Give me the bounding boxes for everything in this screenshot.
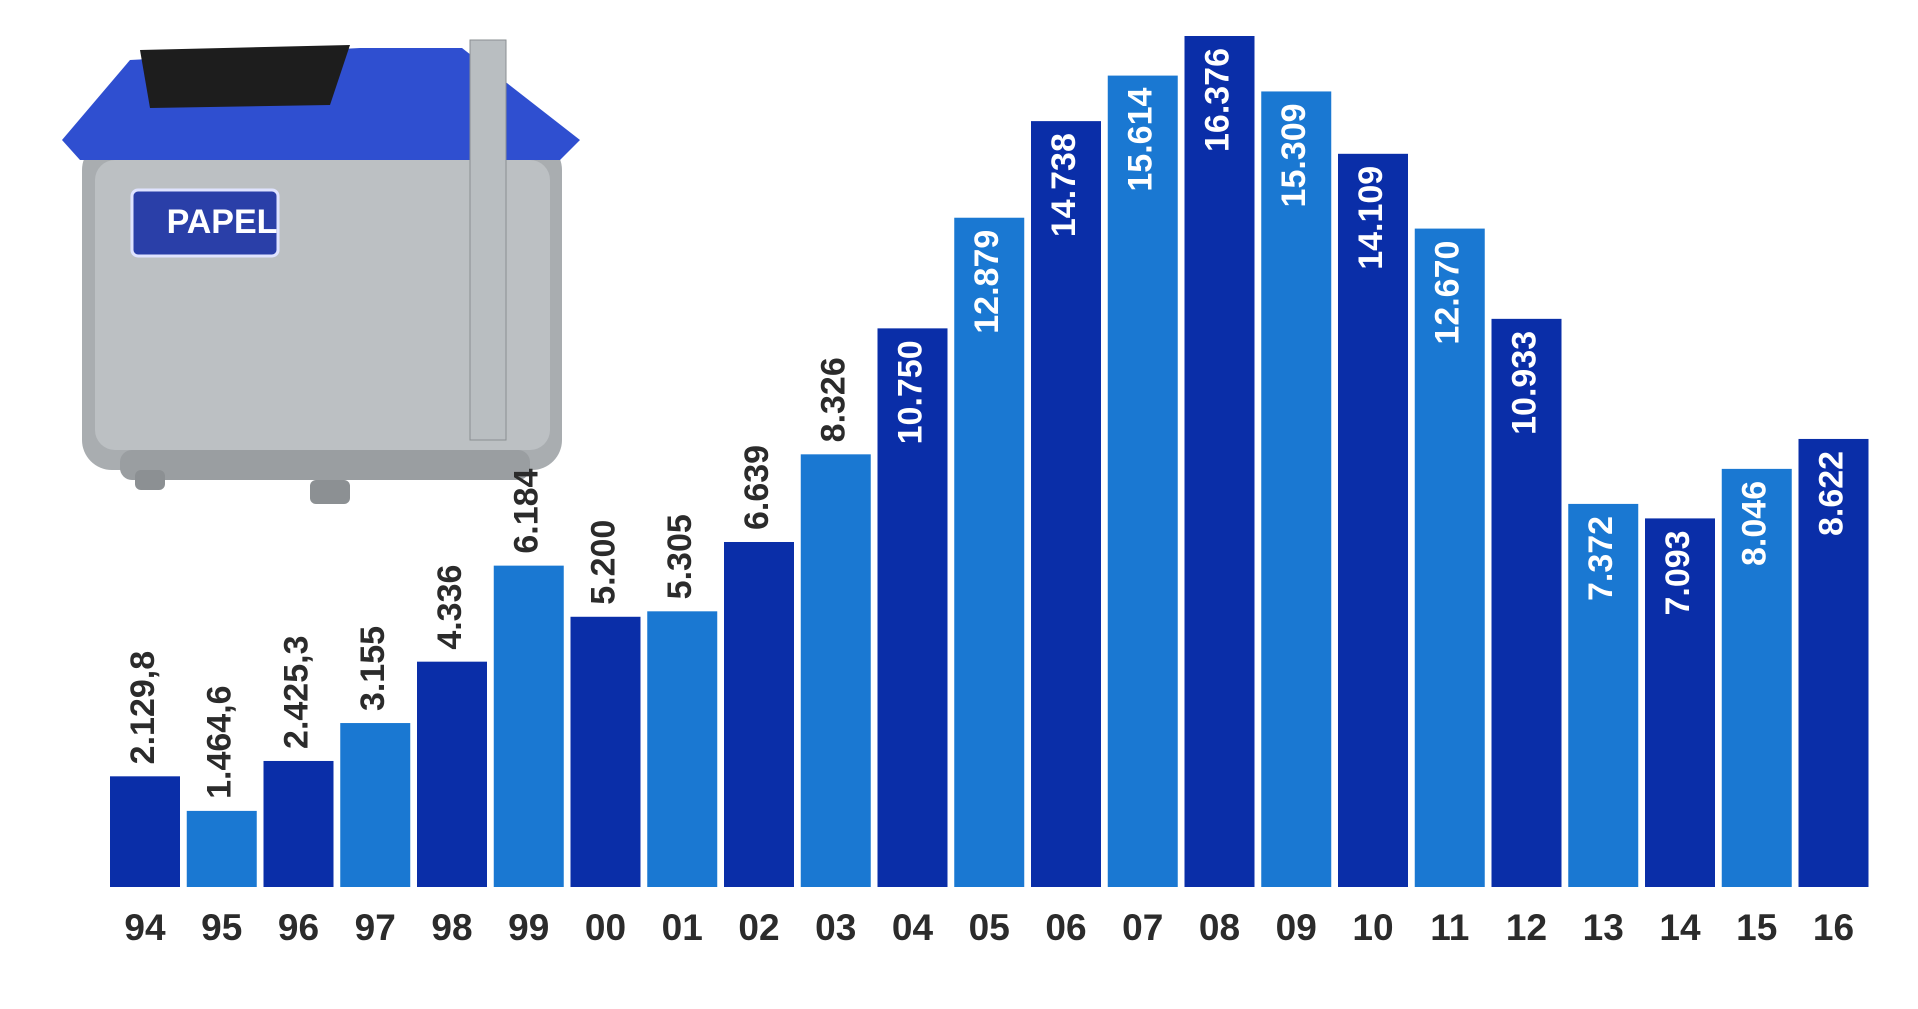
bar [570, 616, 641, 887]
container-slot [140, 45, 350, 108]
value-label: 12.879 [968, 230, 1006, 334]
bar [800, 454, 871, 887]
value-label: 6.184 [508, 468, 546, 553]
x-tick-label: 09 [1276, 907, 1317, 948]
value-label: 3.155 [354, 626, 392, 711]
x-tick-label: 98 [431, 907, 472, 948]
bar [1721, 468, 1792, 887]
value-label: 4.336 [431, 565, 469, 650]
bar [1261, 91, 1332, 887]
value-label: 10.933 [1505, 331, 1543, 435]
bar [1414, 228, 1485, 887]
x-tick-label: 03 [815, 907, 856, 948]
x-tick-label: 15 [1736, 907, 1777, 948]
value-label: 2.129,8 [124, 651, 162, 764]
container-base [120, 450, 530, 480]
bar [1338, 153, 1408, 887]
value-label: 16.376 [1198, 48, 1236, 152]
bar [263, 760, 334, 887]
value-label: 8.326 [815, 357, 853, 442]
bar [647, 611, 718, 887]
value-label: 7.093 [1659, 530, 1697, 615]
x-tick-label: 16 [1813, 907, 1854, 948]
x-tick-label: 05 [969, 907, 1010, 948]
bar [1491, 318, 1562, 887]
bar [110, 776, 180, 887]
value-label: 8.622 [1812, 451, 1850, 536]
bar [1031, 121, 1101, 887]
x-tick-label: 97 [355, 907, 396, 948]
bar [493, 565, 564, 887]
label-sticker [130, 188, 280, 258]
value-label: 15.309 [1275, 103, 1313, 207]
bar [1184, 36, 1255, 887]
bar [724, 541, 794, 887]
sticker-text: PAPEL [167, 203, 278, 241]
value-label: 10.750 [891, 340, 929, 444]
container-post [469, 39, 507, 441]
wheel [135, 470, 165, 490]
bar [877, 328, 948, 887]
x-tick-label: 02 [738, 907, 779, 948]
value-label: 15.614 [1122, 88, 1160, 192]
x-tick-label: 06 [1045, 907, 1086, 948]
bar [1107, 75, 1178, 887]
x-tick-label: 96 [278, 907, 319, 948]
bar [1568, 503, 1639, 887]
wheel [310, 480, 350, 504]
x-tick-label: 00 [585, 907, 626, 948]
bar [954, 217, 1025, 887]
x-tick-label: 01 [662, 907, 703, 948]
bar [340, 723, 411, 887]
value-label: 1.464,6 [201, 685, 239, 798]
value-label: 2.425,3 [277, 636, 315, 749]
value-label: 6.639 [738, 445, 776, 530]
x-tick-label: 94 [124, 907, 166, 948]
value-label: 5.305 [661, 514, 699, 599]
value-label: 7.372 [1582, 516, 1620, 601]
value-label: 5.200 [584, 520, 622, 605]
value-label: 8.046 [1736, 481, 1774, 566]
x-tick-label: 08 [1199, 907, 1240, 948]
x-tick-label: 11 [1430, 907, 1469, 948]
x-tick-label: 12 [1506, 907, 1547, 948]
x-tick-label: 99 [508, 907, 549, 948]
x-tick-label: 04 [892, 907, 934, 948]
bar [1645, 518, 1715, 887]
x-tick-label: 13 [1583, 907, 1624, 948]
bar [1798, 438, 1869, 887]
value-label: 14.109 [1352, 166, 1390, 270]
bar [417, 661, 487, 887]
x-tick-label: 95 [201, 907, 242, 948]
x-tick-label: 07 [1122, 907, 1163, 948]
container-illustration: PAPEL [62, 39, 580, 504]
x-tick-label: 14 [1659, 907, 1701, 948]
value-label: 12.670 [1429, 241, 1467, 345]
value-label: 14.738 [1045, 133, 1083, 237]
bar [186, 810, 257, 887]
x-tick-label: 10 [1352, 907, 1393, 948]
